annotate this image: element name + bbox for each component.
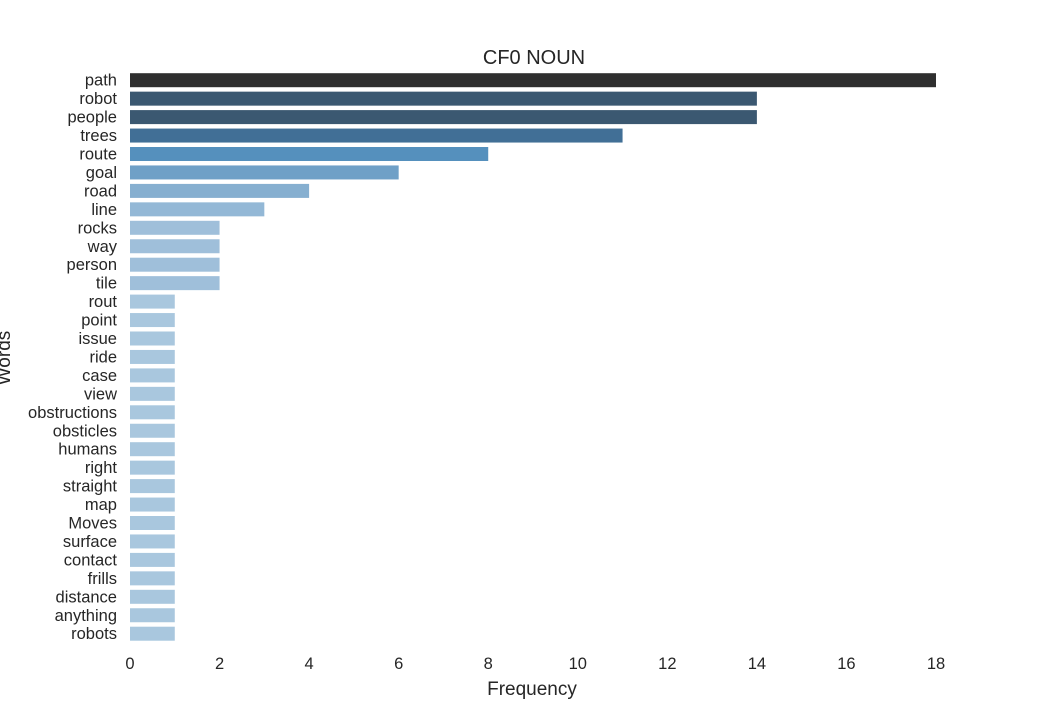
- category-label: distance: [56, 588, 117, 606]
- bar-people: [130, 110, 757, 125]
- x-tick-label: 6: [394, 655, 403, 673]
- bar-moves: [130, 516, 175, 530]
- bar-anything: [130, 608, 175, 623]
- x-tick-label: 4: [305, 655, 314, 673]
- category-label: map: [85, 496, 117, 514]
- bar-route: [130, 147, 489, 161]
- category-label: right: [85, 459, 118, 477]
- bar-view: [130, 386, 175, 401]
- category-label: issue: [78, 330, 117, 348]
- bar-obsticles: [130, 423, 175, 438]
- category-label: surface: [63, 533, 117, 551]
- category-label: rout: [89, 293, 118, 311]
- category-label: route: [79, 146, 117, 164]
- category-label: line: [91, 201, 117, 219]
- bar-trees: [130, 128, 623, 143]
- category-label: humans: [58, 441, 117, 459]
- x-tick-label: 18: [927, 655, 945, 673]
- bar-road: [130, 183, 310, 198]
- x-tick-label: 12: [658, 655, 676, 673]
- bar-path: [130, 73, 936, 88]
- category-label: road: [84, 182, 117, 200]
- category-label: trees: [80, 127, 117, 145]
- bar-tile: [130, 276, 220, 291]
- x-tick-label: 0: [125, 655, 134, 673]
- chart-title: CF0 NOUN: [483, 47, 585, 69]
- x-tick-labels: 0 2 4 6 8 10 12 14 16 18: [125, 655, 945, 673]
- category-label: people: [67, 109, 117, 127]
- bar-map: [130, 497, 175, 512]
- bar-humans: [130, 442, 175, 457]
- bar-goal: [130, 165, 399, 180]
- category-label: view: [84, 385, 117, 403]
- bar-ride: [130, 349, 175, 364]
- bar-contact: [130, 552, 175, 567]
- category-label: anything: [55, 607, 117, 625]
- bar-case: [130, 368, 175, 383]
- category-label: case: [82, 367, 117, 385]
- x-axis-label: Frequency: [487, 679, 577, 700]
- bars-group: [130, 73, 936, 641]
- category-label: robot: [79, 90, 117, 108]
- y-axis-label: Words: [0, 331, 15, 386]
- category-label: rocks: [78, 219, 117, 237]
- bar-straight: [130, 479, 175, 494]
- category-label: path: [85, 72, 117, 90]
- bar-point: [130, 313, 175, 328]
- bar-way: [130, 239, 220, 254]
- x-tick-label: 14: [748, 655, 766, 673]
- category-label: way: [87, 238, 118, 256]
- bar-rout: [130, 294, 175, 309]
- category-label: obsticles: [53, 422, 117, 440]
- x-tick-label: 16: [837, 655, 855, 673]
- bar-person: [130, 257, 220, 272]
- bar-frills: [130, 571, 175, 586]
- bar-surface: [130, 534, 175, 549]
- category-label: ride: [89, 348, 117, 366]
- bar-rocks: [130, 220, 220, 235]
- category-label: robots: [71, 625, 117, 643]
- category-label: person: [67, 256, 117, 274]
- category-label: goal: [86, 164, 117, 182]
- bar-issue: [130, 331, 175, 346]
- category-label: tile: [96, 275, 117, 293]
- x-tick-label: 10: [569, 655, 587, 673]
- x-tick-label: 8: [484, 655, 493, 673]
- bar-right: [130, 460, 175, 475]
- bar-line: [130, 202, 265, 217]
- category-label: point: [81, 312, 117, 330]
- bar-robots: [130, 626, 175, 641]
- category-label: contact: [64, 551, 118, 569]
- category-label: straight: [63, 478, 118, 496]
- bar-obstructions: [130, 405, 175, 420]
- category-label: Moves: [68, 515, 117, 533]
- bar-distance: [130, 589, 175, 604]
- x-tick-label: 2: [215, 655, 224, 673]
- category-label: obstructions: [28, 404, 117, 422]
- bar-robot: [130, 91, 757, 106]
- category-labels: pathrobotpeopletreesroutegoalroadlineroc…: [28, 72, 118, 644]
- category-label: frills: [88, 570, 117, 588]
